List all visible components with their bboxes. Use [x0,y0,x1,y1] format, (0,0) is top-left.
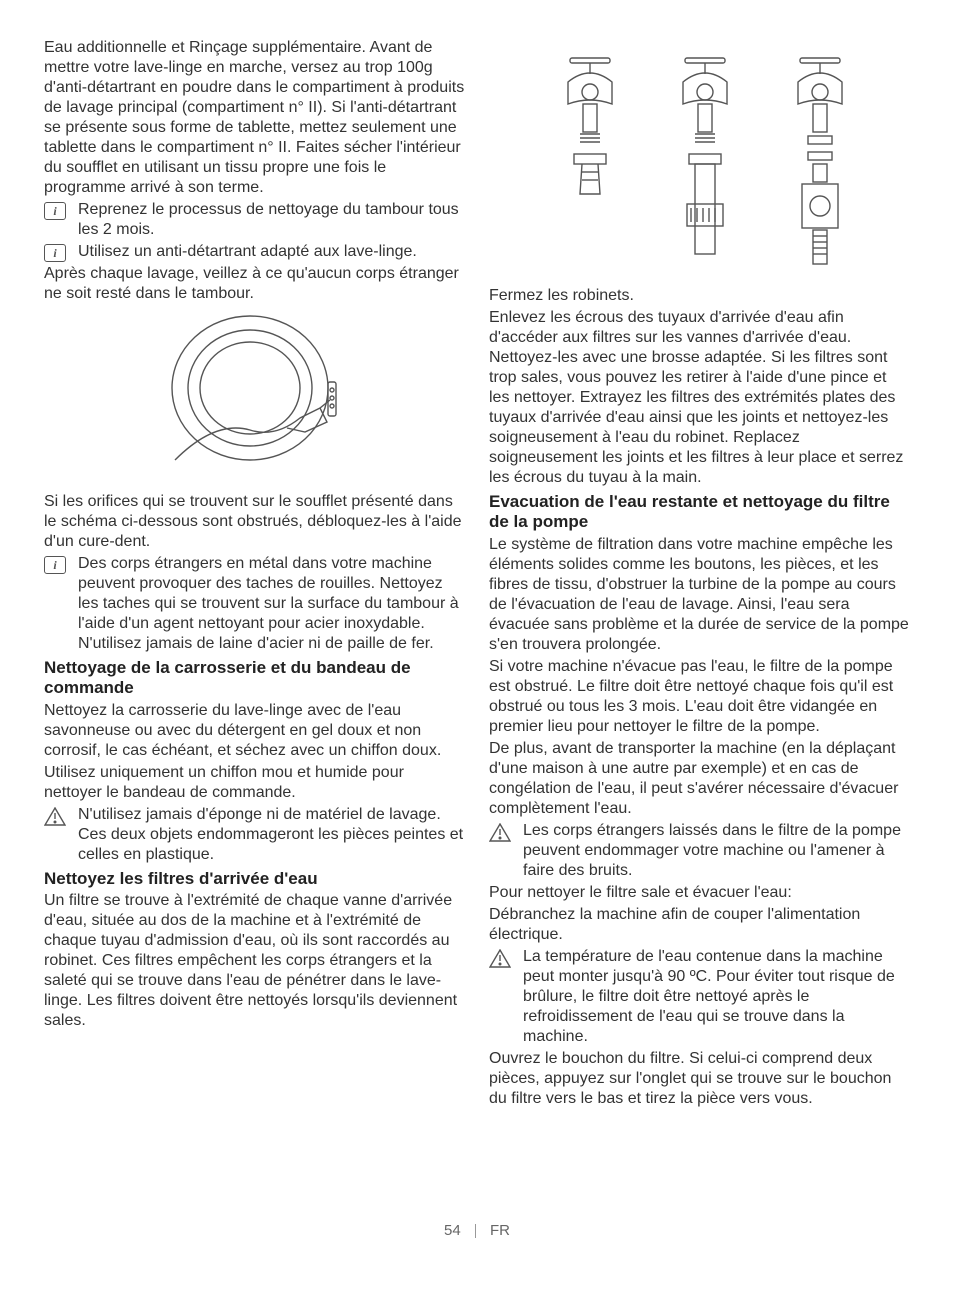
heading-carrosserie: Nettoyage de la carrosserie et du bandea… [44,658,465,699]
warning-text: N'utilisez jamais d'éponge ni de matérie… [78,806,463,863]
body-text: Ouvrez le bouchon du filtre. Si celui-ci… [489,1049,910,1109]
info-icon: i [44,556,66,574]
footer-separator [475,1224,476,1238]
body-text: De plus, avant de transporter la machine… [489,739,910,819]
warning-icon [489,949,511,968]
warning-note: La température de l'eau contenue dans la… [489,947,910,1047]
body-text: Pour nettoyer le filtre sale et évacuer … [489,883,910,903]
info-note: i Utilisez un anti-détartrant adapté aux… [44,242,465,262]
warning-icon [489,823,511,842]
body-text: Si votre machine n'évacue pas l'eau, le … [489,657,910,737]
body-text: Eau additionnelle et Rinçage supplémenta… [44,38,465,198]
warning-text: La température de l'eau contenue dans la… [523,948,895,1045]
info-note: i Reprenez le processus de nettoyage du … [44,200,465,240]
body-text: Le système de filtration dans votre mach… [489,535,910,655]
body-text: Après chaque lavage, veillez à ce qu'auc… [44,264,465,304]
warning-icon [44,807,66,826]
info-text: Reprenez le processus de nettoyage du ta… [78,201,459,238]
body-text: Utilisez uniquement un chiffon mou et hu… [44,763,465,803]
page-lang: FR [490,1222,510,1239]
body-text: Enlevez les écrous des tuyaux d'arrivée … [489,308,910,488]
warning-note: N'utilisez jamais d'éponge ni de matérie… [44,805,465,865]
info-text: Utilisez un anti-détartrant adapté aux l… [78,243,417,260]
info-note: i Des corps étrangers en métal dans votr… [44,554,465,654]
info-icon: i [44,202,66,220]
heading-filtres-arrivee: Nettoyez les filtres d'arrivée d'eau [44,869,465,889]
body-text: Fermez les robinets. [489,286,910,306]
body-text: Débranchez la machine afin de couper l'a… [489,905,910,945]
warning-note: Les corps étrangers laissés dans le filt… [489,821,910,881]
page-number: 54 [444,1222,461,1239]
figure-door-seal [44,310,465,486]
body-text: Nettoyez la carrosserie du lave-linge av… [44,701,465,761]
heading-evacuation: Evacuation de l'eau restante et nettoyag… [489,492,910,533]
figure-taps [489,44,910,280]
info-icon: i [44,244,66,262]
page-footer: 54 FR [44,1222,910,1241]
body-text: Si les orifices qui se trouvent sur le s… [44,492,465,552]
info-text: Des corps étrangers en métal dans votre … [78,555,459,652]
warning-text: Les corps étrangers laissés dans le filt… [523,822,901,879]
body-text: Un filtre se trouve à l'extrémité de cha… [44,891,465,1031]
